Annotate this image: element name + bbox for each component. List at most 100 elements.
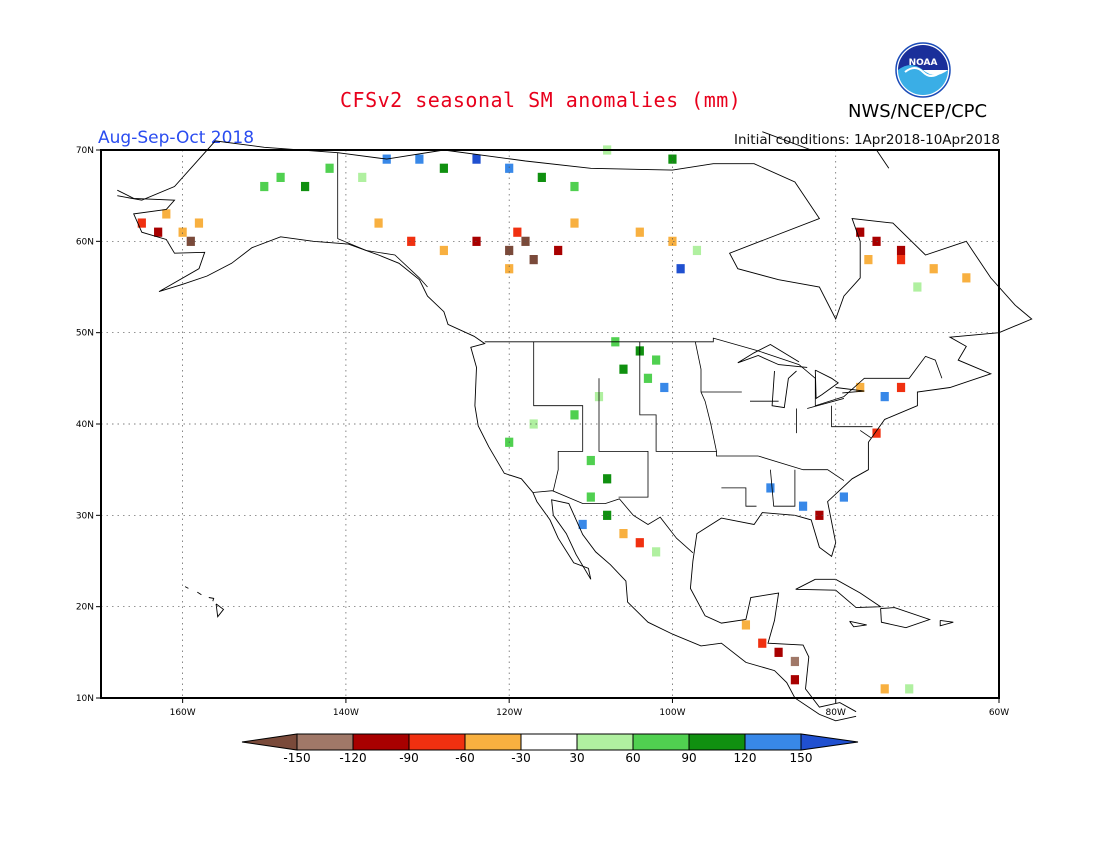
anomaly-cell xyxy=(856,227,865,237)
anomaly-cell xyxy=(603,474,612,484)
coastline-segment xyxy=(197,591,202,596)
longitude-label: 80W xyxy=(826,708,846,718)
latitude-label: 10N xyxy=(76,694,94,704)
coastline-segment xyxy=(184,586,189,589)
anomaly-cell xyxy=(856,382,865,393)
coastline-segment xyxy=(807,397,845,409)
anomaly-cell xyxy=(880,684,889,694)
coastline-segment xyxy=(849,620,867,628)
coastline-segment xyxy=(771,370,797,409)
coastline-segment xyxy=(880,607,931,629)
anomaly-cell xyxy=(178,227,187,237)
political-border xyxy=(337,152,428,288)
anomaly-cell xyxy=(962,273,971,283)
anomaly-cell xyxy=(798,501,808,511)
anomaly-cell xyxy=(815,510,824,520)
anomaly-cell xyxy=(839,492,848,502)
coastline-segment xyxy=(117,140,1033,713)
colorbar-label: 150 xyxy=(790,751,813,765)
political-border xyxy=(598,378,649,498)
anomaly-cell xyxy=(578,519,587,530)
anomaly-cell xyxy=(643,373,653,383)
longitude-ticks: 160W 140W 120W 100W 80W 60W xyxy=(170,698,1009,718)
anomaly-cell xyxy=(880,392,889,402)
colorbar-swatch xyxy=(632,733,690,751)
colorbar: -150 -120 -90 -60 -30 30 60 90 120 150 xyxy=(241,733,859,765)
colorbar-label: -150 xyxy=(283,751,310,765)
anomaly-cell xyxy=(137,218,146,228)
political-border xyxy=(770,469,796,507)
anomaly-cell xyxy=(864,255,873,265)
political-border xyxy=(859,430,872,439)
anomaly-cell xyxy=(619,529,628,539)
anomaly-cell xyxy=(790,675,800,685)
anomaly-cell xyxy=(570,218,579,228)
colorbar-label: 90 xyxy=(681,751,696,765)
political-border xyxy=(639,341,759,457)
anomaly-cell xyxy=(529,419,538,429)
anomaly-cell xyxy=(505,163,514,173)
latitude-label: 20N xyxy=(76,603,94,613)
anomaly-cell xyxy=(692,245,702,256)
longitude-label: 160W xyxy=(170,708,196,718)
anomaly-cell xyxy=(472,236,481,246)
anomaly-cell xyxy=(896,382,906,393)
colorbar-swatch xyxy=(464,733,522,751)
anomaly-cell xyxy=(415,154,424,164)
anomaly-cell xyxy=(505,264,514,274)
latitude-label: 30N xyxy=(76,511,94,521)
latitude-label: 40N xyxy=(76,420,94,430)
anomaly-cell xyxy=(276,172,285,182)
anomaly-cell xyxy=(668,236,677,246)
anomaly-cell xyxy=(758,638,767,648)
anomaly-cell xyxy=(586,455,595,466)
anomaly-cell xyxy=(619,364,628,374)
anomaly-cell xyxy=(472,154,481,164)
anomaly-cell xyxy=(439,245,448,256)
noaa-logo-icon: NOAA xyxy=(895,42,951,98)
anomaly-cell xyxy=(668,154,677,164)
anomaly-cell xyxy=(774,647,783,657)
anomaly-cell xyxy=(766,483,775,493)
colorbar-label: 60 xyxy=(625,751,640,765)
colorbar-label: -90 xyxy=(399,751,419,765)
anomaly-cell xyxy=(513,227,522,237)
coastline-segment xyxy=(835,387,865,394)
anomaly-cell xyxy=(741,620,751,630)
anomaly-cells xyxy=(137,145,971,694)
colorbar-swatch xyxy=(408,733,466,751)
colorbar-label: 120 xyxy=(734,751,757,765)
colorbar-swatch xyxy=(688,733,746,751)
political-border xyxy=(694,341,717,452)
coastline-segment xyxy=(208,597,215,602)
anomaly-cell xyxy=(635,538,644,548)
coastline-segment xyxy=(795,578,883,609)
anomaly-cell xyxy=(586,492,595,502)
coastlines xyxy=(117,131,1033,722)
anomaly-cell xyxy=(300,181,310,192)
anomaly-cell xyxy=(407,236,416,246)
longitude-label: 60W xyxy=(989,708,1009,718)
coastline-segment xyxy=(814,369,839,400)
political-border xyxy=(721,487,757,507)
political-border xyxy=(533,341,584,491)
latitude-label: 50N xyxy=(76,329,94,339)
coastline-segment xyxy=(939,619,954,627)
colorbar-swatch xyxy=(576,733,634,751)
colorbar-left-arrow xyxy=(241,733,298,751)
anomaly-cell xyxy=(913,282,922,292)
longitude-label: 140W xyxy=(333,708,359,718)
latitude-label: 70N xyxy=(76,146,94,156)
anomaly-cell xyxy=(260,181,269,192)
colorbar-swatch xyxy=(352,733,410,751)
anomaly-cell xyxy=(929,264,938,274)
anomaly-cell xyxy=(676,264,685,274)
anomaly-cell xyxy=(635,227,644,237)
graticule xyxy=(101,150,999,698)
longitude-label: 100W xyxy=(659,708,685,718)
forecast-period: Aug-Sep-Oct 2018 xyxy=(98,128,255,148)
anomaly-cell xyxy=(154,227,163,237)
coastline-segment xyxy=(215,603,225,618)
colorbar-label: -120 xyxy=(339,751,366,765)
anomaly-cell xyxy=(529,255,538,265)
